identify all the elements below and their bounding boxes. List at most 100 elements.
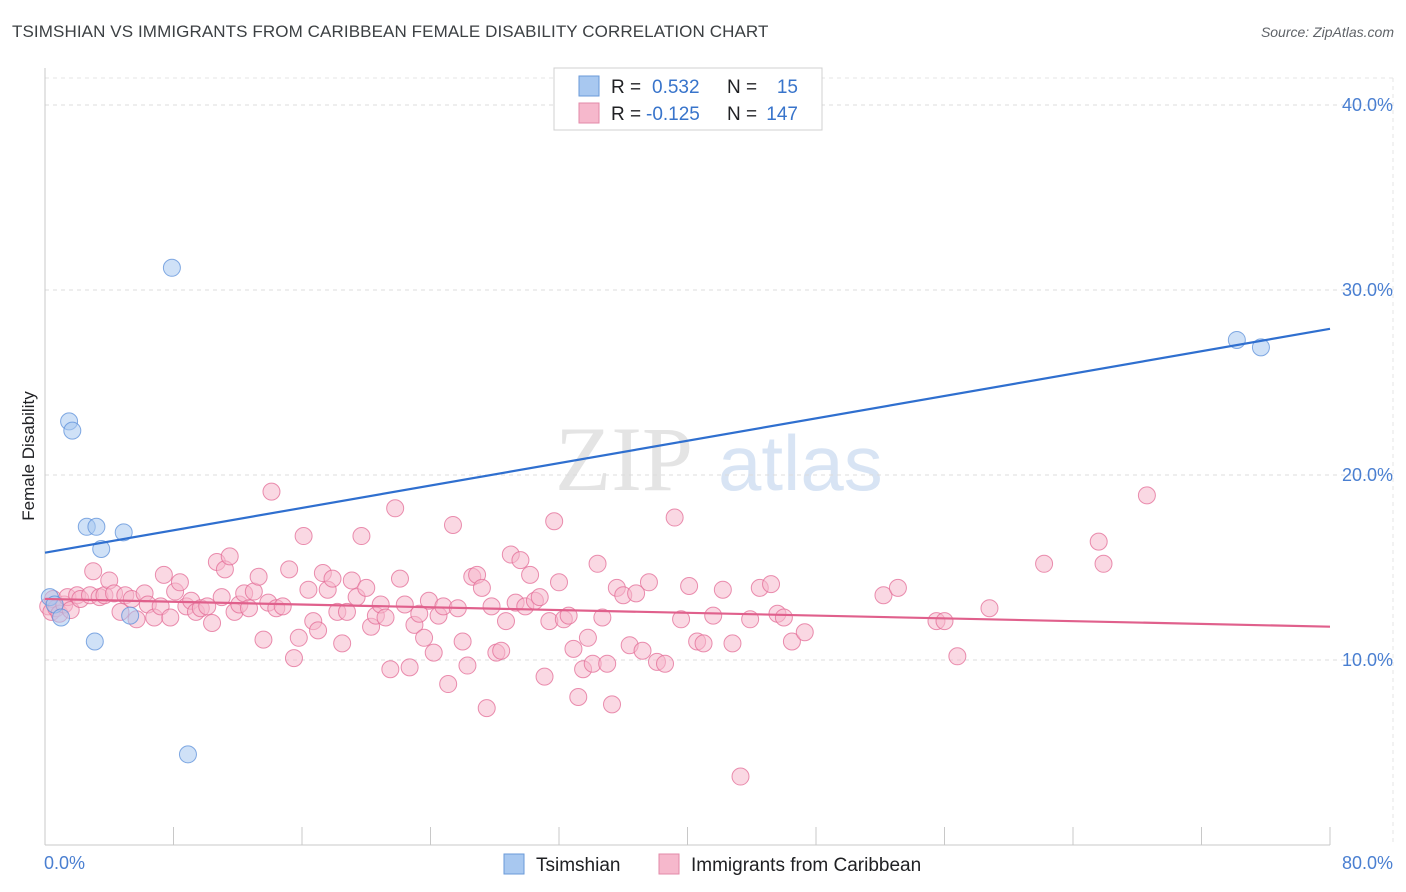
- point-caribbean: [299, 580, 318, 599]
- watermark-zip: ZIP: [555, 408, 693, 510]
- point-caribbean: [627, 584, 646, 603]
- bottom-legend-swatch-tsimshian: [503, 853, 525, 875]
- point-caribbean: [453, 632, 472, 651]
- legend-r-label-1: R =: [611, 77, 641, 98]
- legend-n-value-1: 15: [777, 77, 798, 98]
- point-caribbean: [84, 562, 103, 581]
- point-caribbean: [713, 580, 732, 599]
- point-caribbean: [656, 654, 675, 673]
- point-caribbean: [633, 641, 652, 660]
- point-caribbean: [439, 675, 458, 694]
- point-caribbean: [415, 628, 434, 647]
- y-tick-label: 20.0%: [1342, 465, 1393, 485]
- point-caribbean: [694, 634, 713, 653]
- point-caribbean: [593, 608, 612, 627]
- point-caribbean: [980, 599, 999, 618]
- point-caribbean: [1137, 486, 1156, 505]
- point-tsimshian: [114, 523, 133, 542]
- point-caribbean: [386, 499, 405, 518]
- point-caribbean: [482, 597, 501, 616]
- series-legend: Tsimshian Immigrants from Caribbean: [503, 853, 921, 876]
- point-caribbean: [280, 560, 299, 579]
- y-tick-label: 30.0%: [1342, 280, 1393, 300]
- point-tsimshian: [1251, 338, 1270, 357]
- bottom-legend-label-caribbean: Immigrants from Caribbean: [691, 855, 921, 876]
- point-caribbean: [723, 634, 742, 653]
- x-tick-label-max: 80.0%: [1342, 853, 1393, 873]
- point-caribbean: [477, 699, 496, 718]
- point-caribbean: [795, 623, 814, 642]
- point-tsimshian: [162, 258, 181, 277]
- point-caribbean: [212, 588, 231, 607]
- point-caribbean: [496, 612, 515, 631]
- point-caribbean: [680, 577, 699, 595]
- point-caribbean: [284, 649, 303, 668]
- stats-legend: R = 0.532 N = 15 R = -0.125 N = 147: [553, 67, 823, 131]
- point-caribbean: [530, 588, 549, 607]
- point-caribbean: [443, 515, 462, 534]
- point-tsimshian: [121, 606, 140, 625]
- point-caribbean: [381, 660, 400, 679]
- point-tsimshian: [87, 517, 106, 536]
- point-caribbean: [323, 569, 342, 588]
- point-caribbean: [400, 658, 419, 677]
- trend-line-tsimshian: [44, 327, 1331, 554]
- point-caribbean: [220, 547, 239, 566]
- legend-n-label-1: N =: [727, 77, 757, 98]
- y-tick-label: 10.0%: [1342, 650, 1393, 670]
- point-caribbean: [762, 575, 781, 594]
- point-caribbean: [309, 621, 328, 640]
- point-caribbean: [249, 567, 268, 586]
- point-caribbean: [492, 641, 511, 660]
- legend-r-value-1: 0.532: [652, 77, 700, 98]
- point-tsimshian: [178, 745, 197, 764]
- point-caribbean: [395, 595, 414, 614]
- point-caribbean: [782, 632, 801, 651]
- point-caribbean: [390, 569, 409, 588]
- point-caribbean: [410, 604, 429, 623]
- point-caribbean: [704, 606, 723, 625]
- point-caribbean: [603, 695, 622, 714]
- bottom-legend-swatch-caribbean: [658, 853, 680, 875]
- point-caribbean: [550, 573, 568, 592]
- point-caribbean: [376, 608, 395, 627]
- point-caribbean: [564, 639, 583, 658]
- point-caribbean: [672, 610, 691, 629]
- point-caribbean: [294, 527, 313, 546]
- point-caribbean: [154, 565, 173, 584]
- point-tsimshian: [85, 632, 104, 651]
- point-tsimshian: [63, 421, 82, 440]
- legend-swatch-caribbean: [578, 102, 600, 124]
- legend-swatch-tsimshian: [578, 75, 600, 97]
- point-caribbean: [874, 586, 893, 605]
- point-tsimshian: [52, 608, 71, 627]
- legend-n-value-2: 147: [766, 104, 798, 125]
- point-caribbean: [170, 573, 189, 592]
- x-tick-label-min: 0.0%: [44, 853, 85, 873]
- point-caribbean: [1094, 554, 1113, 573]
- point-caribbean: [254, 630, 273, 649]
- point-caribbean: [161, 608, 180, 627]
- point-caribbean: [333, 634, 352, 653]
- point-caribbean: [342, 571, 361, 590]
- legend-r-label-2: R =: [611, 104, 641, 125]
- point-caribbean: [198, 597, 217, 616]
- point-caribbean: [458, 656, 477, 675]
- point-caribbean: [665, 508, 684, 527]
- legend-n-label-2: N =: [727, 104, 757, 125]
- point-caribbean: [472, 578, 491, 597]
- point-caribbean: [639, 573, 658, 592]
- chart-source: Source: ZipAtlas.com: [1260, 24, 1394, 40]
- point-caribbean: [888, 578, 907, 597]
- point-caribbean: [1035, 554, 1054, 573]
- point-caribbean: [203, 614, 222, 632]
- point-caribbean: [731, 767, 750, 786]
- point-caribbean: [337, 602, 356, 621]
- point-caribbean: [774, 608, 793, 627]
- y-axis-label: Female Disability: [19, 391, 38, 521]
- watermark-atlas: atlas: [718, 419, 883, 507]
- point-caribbean: [1089, 532, 1108, 551]
- chart-title: TSIMSHIAN VS IMMIGRANTS FROM CARIBBEAN F…: [12, 22, 769, 41]
- point-caribbean: [545, 512, 564, 531]
- point-caribbean: [535, 667, 554, 686]
